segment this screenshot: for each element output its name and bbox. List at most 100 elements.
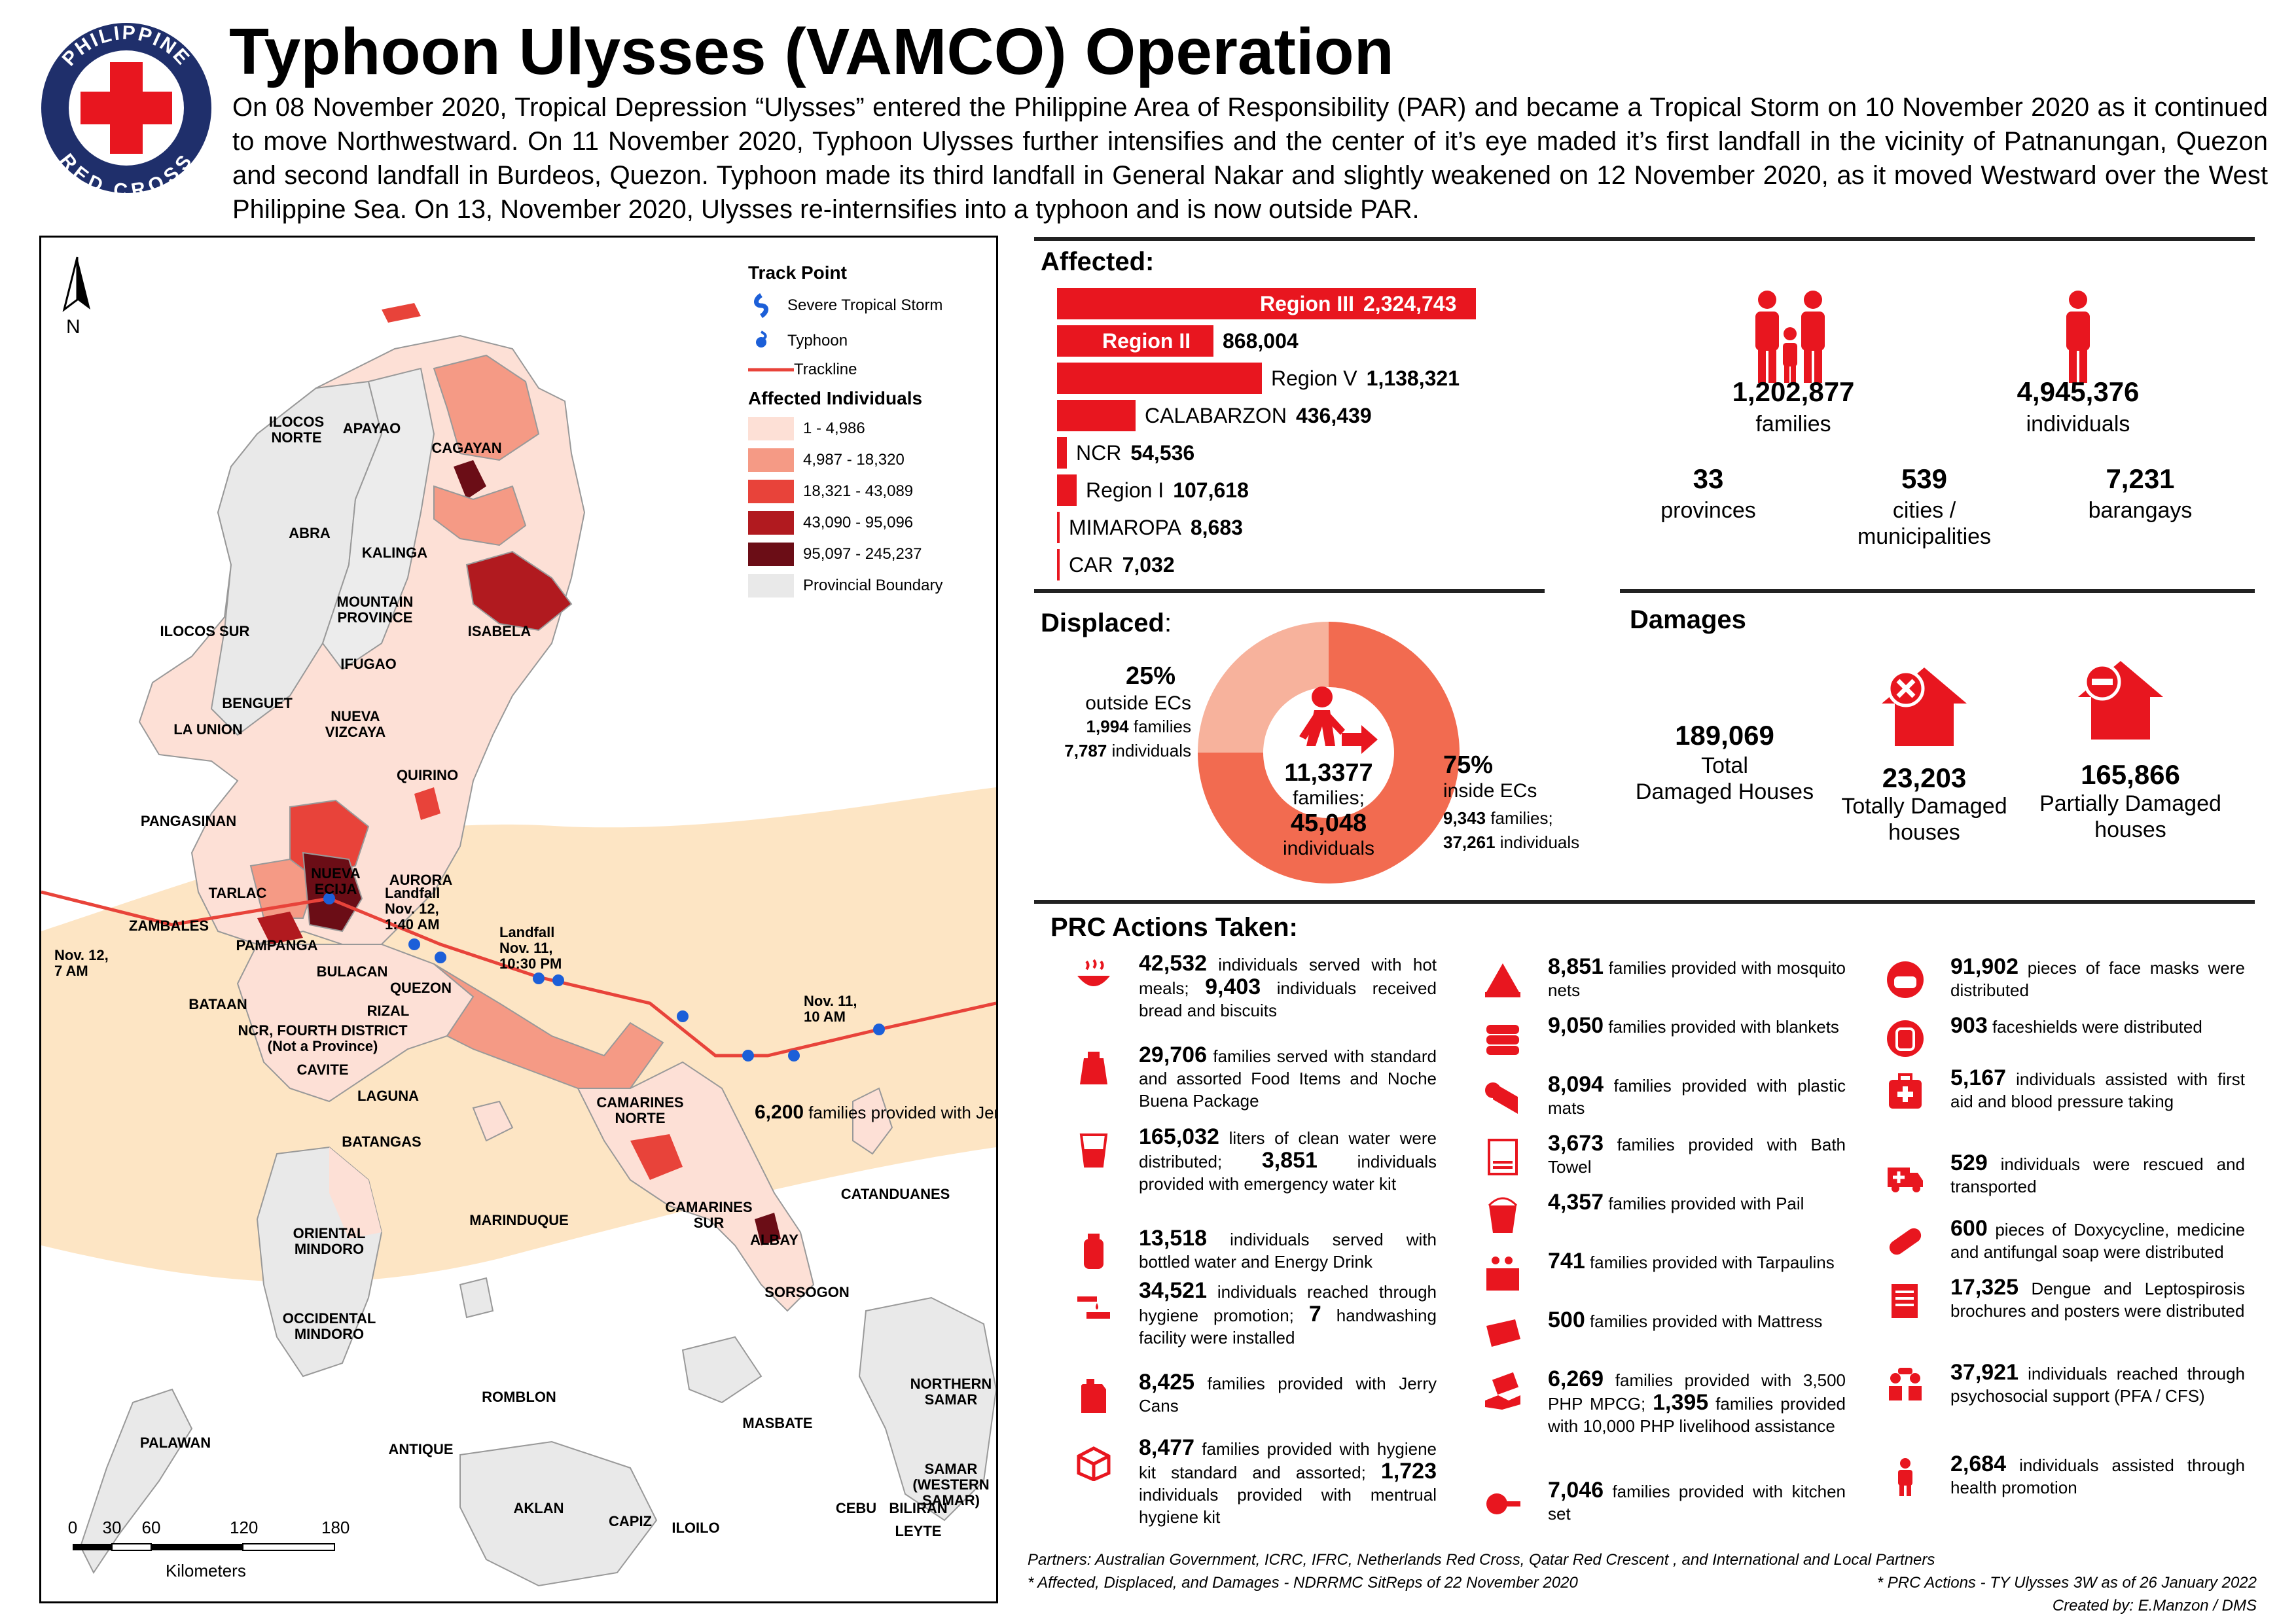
individual-icon (2066, 291, 2090, 383)
bulacan-affected (302, 851, 363, 933)
action-item: 91,902 pieces of face masks were distrib… (1950, 955, 2245, 1001)
legend-class-row: 1 - 4,986 (748, 417, 990, 440)
walking-person-icon (1299, 687, 1378, 754)
total-individuals-value: 45,048 (1290, 810, 1367, 837)
action-value: 91,902 (1950, 954, 2018, 979)
inside-pct: 75% (1443, 751, 1494, 779)
action-icon (1482, 959, 1523, 1003)
map-jerry-value: 6,200 (755, 1101, 804, 1123)
cagayan-dark (454, 460, 486, 499)
catanduanes (852, 1087, 893, 1155)
track-point-typhoon (408, 938, 420, 950)
action-value: 741 (1548, 1249, 1585, 1274)
camarines-sur-red (630, 1134, 683, 1180)
action-value: 8,477 (1139, 1435, 1195, 1460)
action-text-2: individuals provided with mentrual hygie… (1139, 1485, 1437, 1527)
kitchen-set-icon (1486, 1493, 1520, 1514)
action-text-2: individuals provided with emergency wate… (1139, 1152, 1437, 1194)
inside-individuals-value: 37,261 (1443, 832, 1496, 852)
bicol (577, 1061, 815, 1312)
partially-damaged-value: 165,866 (2081, 759, 2180, 790)
action-item: 3,673 families provided with Bath Towel (1548, 1132, 1846, 1178)
action-text: pieces of Doxycycline, medicine and anti… (1950, 1220, 2245, 1262)
pail-icon (1488, 1197, 1518, 1233)
province-label-masbate: MASBATE (742, 1415, 813, 1431)
province-label-bataan: BATAAN (188, 996, 247, 1012)
face-mask-icon (1887, 961, 1924, 998)
hygiene-kit-icon (1077, 1446, 1111, 1482)
typhoon-icon (756, 330, 767, 348)
legend-typhoon: Typhoon (748, 328, 990, 354)
legend-severe-label: Severe Tropical Storm (787, 296, 943, 314)
province-label-leyte: LEYTE (895, 1523, 942, 1539)
province-label-isabela: ISABELA (467, 623, 531, 639)
health-promotion-icon (1898, 1458, 1912, 1496)
palawan (79, 1388, 193, 1574)
action-value-2: 7 (1308, 1302, 1321, 1327)
legend-class-row: 4,987 - 18,320 (748, 448, 990, 472)
action-icon (1482, 1018, 1523, 1062)
province-label-la-union: LA UNION (173, 721, 243, 738)
map-jerry-text: families provided with Jerry Cans (808, 1103, 996, 1122)
affected-bar-region: Region V (1271, 366, 1357, 390)
map-jerry-note: 6,200 families provided with Jerry Cans (755, 1101, 996, 1124)
province-label-capiz: CAPIZ (609, 1513, 652, 1529)
bath-towel-icon (1488, 1139, 1518, 1175)
affected-individuals-value: 4,945,376 (2017, 376, 2140, 407)
affected-bar-value: 1,138,321 (1366, 366, 1460, 390)
affected-bar-value: 7,032 (1122, 553, 1175, 577)
action-item: 37,921 individuals reached through psych… (1950, 1361, 2245, 1407)
footer-source-1: * Affected, Displaced, and Damages - NDR… (1028, 1574, 1578, 1592)
action-text: families provided with plastic mats (1548, 1076, 1846, 1118)
province-label-iloilo: ILOILO (672, 1520, 720, 1536)
province-label-apayao: APAYAO (342, 420, 401, 437)
totally-damaged-value: 23,203 (1882, 762, 1967, 793)
action-item: 8,477 families provided with hygiene kit… (1139, 1436, 1437, 1528)
action-item: 17,325 Dengue and Leptospirosis brochure… (1950, 1276, 2245, 1322)
cities-value: 539 (1901, 463, 1948, 494)
track-point-typhoon (533, 972, 545, 984)
action-value: 2,684 (1950, 1452, 2007, 1476)
masbate (681, 1336, 762, 1404)
action-item: 8,851 families provided with mosquito ne… (1548, 955, 1846, 1001)
action-text: families provided with hygiene kit stand… (1139, 1439, 1437, 1482)
actions-title: PRC Actions Taken: (1050, 913, 1298, 942)
legend-class-label: 43,090 - 95,096 (803, 514, 914, 531)
scale-tick: 60 (141, 1518, 161, 1537)
severe-storm-icon (754, 293, 768, 318)
trackline-swatch (748, 368, 794, 372)
action-icon (1073, 1440, 1114, 1484)
legend-trackline: Trackline (748, 361, 990, 379)
province-label-camarines-norte: CAMARINES NORTE (596, 1094, 684, 1126)
brochure-icon (1892, 1284, 1918, 1318)
action-item: 7,046 families provided with kitchen set (1548, 1479, 1846, 1525)
outside-individuals: 7,787 individuals (1021, 741, 1191, 761)
track-point-typhoon (742, 1050, 754, 1061)
action-text: families provided with 3,500 PHP MPCG; (1548, 1370, 1846, 1414)
action-text-2: families provided with 10,000 PHP liveli… (1548, 1394, 1846, 1436)
province-label-nueva-vizcaya: NUEVA VIZCAYA (325, 708, 386, 740)
action-icon (1482, 1483, 1523, 1527)
legend-typhoon-label: Typhoon (787, 332, 848, 349)
action-value: 165,032 (1139, 1124, 1219, 1149)
legend-class-row: 43,090 - 95,096 (748, 511, 990, 535)
action-icon (1885, 959, 1926, 1003)
legend-class-label: 4,987 - 18,320 (803, 451, 905, 469)
action-value: 8,851 (1548, 954, 1604, 979)
action-item: 165,032 liters of clean water were distr… (1139, 1126, 1437, 1195)
action-item: 500 families provided with Mattress (1548, 1309, 1846, 1332)
inside-label: inside ECs (1443, 780, 1537, 802)
province-label-pangasinan: PANGASINAN (140, 813, 237, 829)
province-label-quezon: QUEZON (389, 980, 452, 996)
action-value: 3,673 (1548, 1131, 1604, 1156)
cagayan-affected (433, 354, 540, 461)
action-icon (1482, 1195, 1523, 1239)
action-value: 17,325 (1950, 1275, 2018, 1300)
track-point-typhoon (677, 1010, 689, 1022)
affected-bar-label: Region I 107,618 (1086, 478, 1249, 503)
blanket-icon (1486, 1025, 1519, 1055)
inside-families-label: families; (1490, 808, 1553, 828)
north-label: N (66, 316, 81, 338)
action-icon (1073, 956, 1114, 1000)
map-canvas (41, 238, 996, 1601)
